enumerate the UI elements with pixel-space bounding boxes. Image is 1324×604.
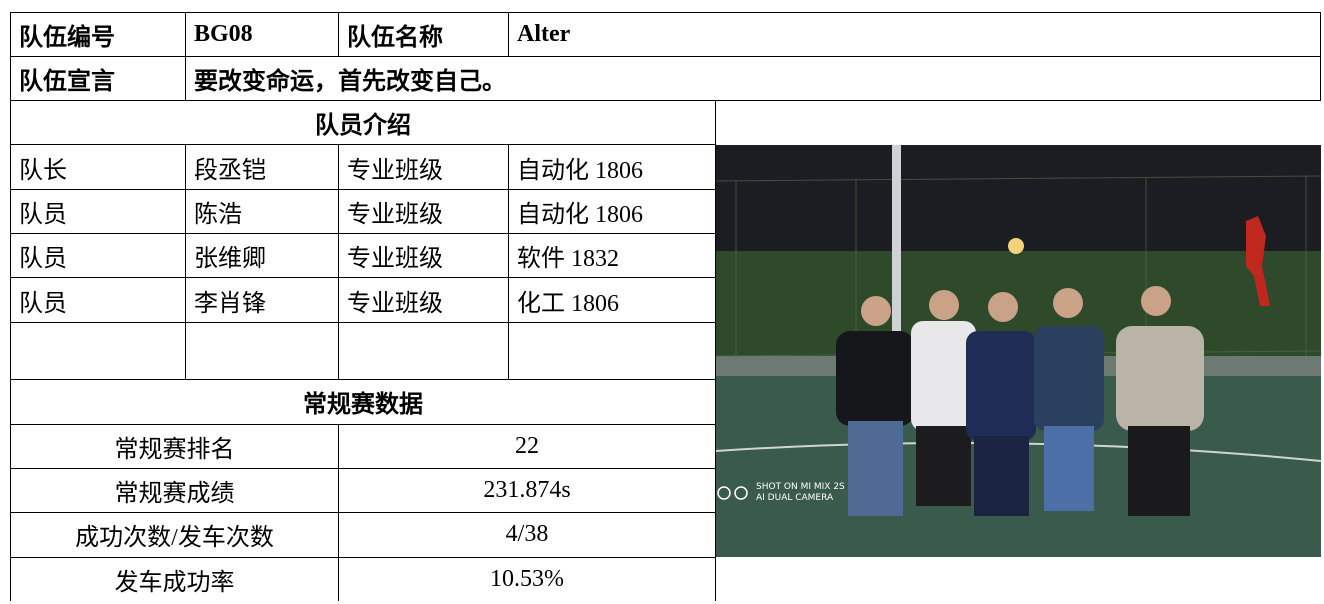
cell: 化工 1806	[508, 277, 716, 323]
label: 队伍名称	[338, 12, 509, 57]
value: Alter	[507, 12, 1322, 57]
photo-cell: SHOT ON MI MIX 2S AI DUAL CAMERA	[714, 100, 1321, 601]
cell: 专业班级	[338, 277, 509, 323]
stat-label: 发车成功率	[10, 556, 339, 601]
value: 要改变命运，首先改变自己。	[184, 56, 1322, 101]
cell: 段丞铠	[185, 144, 339, 190]
section-title: 队员介绍	[10, 99, 716, 146]
cell: 软件 1832	[508, 233, 716, 279]
cell: 专业班级	[338, 233, 509, 279]
empty-cell	[185, 321, 339, 381]
cell: 李肖锋	[185, 277, 339, 323]
label: 队伍编号	[10, 12, 186, 57]
cell: 自动化 1806	[508, 188, 716, 235]
empty-cell	[508, 321, 716, 381]
cell: 自动化 1806	[508, 144, 716, 190]
cell: 陈浩	[185, 188, 339, 235]
stat-label: 成功次数/发车次数	[10, 512, 339, 558]
stat-label: 常规赛排名	[10, 423, 339, 469]
watermark: SHOT ON MI MIX 2S	[756, 482, 845, 492]
stat-value: 231.874s	[338, 467, 716, 514]
cell: 专业班级	[338, 144, 509, 190]
stat-label: 常规赛成绩	[10, 467, 339, 514]
value: BG08	[185, 12, 339, 57]
photo: SHOT ON MI MIX 2S AI DUAL CAMERA	[716, 145, 1321, 557]
label: 队伍宣言	[10, 56, 186, 101]
cell: 队员	[10, 188, 186, 235]
section-title: 常规赛数据	[10, 379, 716, 425]
stat-value: 22	[338, 423, 716, 469]
cell: 张维卿	[185, 233, 339, 279]
team-table: 队伍编号 BG08 队伍名称 Alter 队伍宣言 要改变命运，首先改变自己。 …	[10, 12, 1322, 601]
stat-value: 4/38	[338, 512, 716, 558]
cell: 专业班级	[338, 188, 509, 235]
stat-value: 10.53%	[338, 556, 716, 601]
cell: 队员	[10, 277, 186, 323]
empty-cell	[338, 321, 509, 381]
cell: 队员	[10, 233, 186, 279]
cell: 队长	[10, 144, 186, 190]
empty-cell	[10, 321, 186, 381]
watermark: AI DUAL CAMERA	[756, 493, 834, 503]
